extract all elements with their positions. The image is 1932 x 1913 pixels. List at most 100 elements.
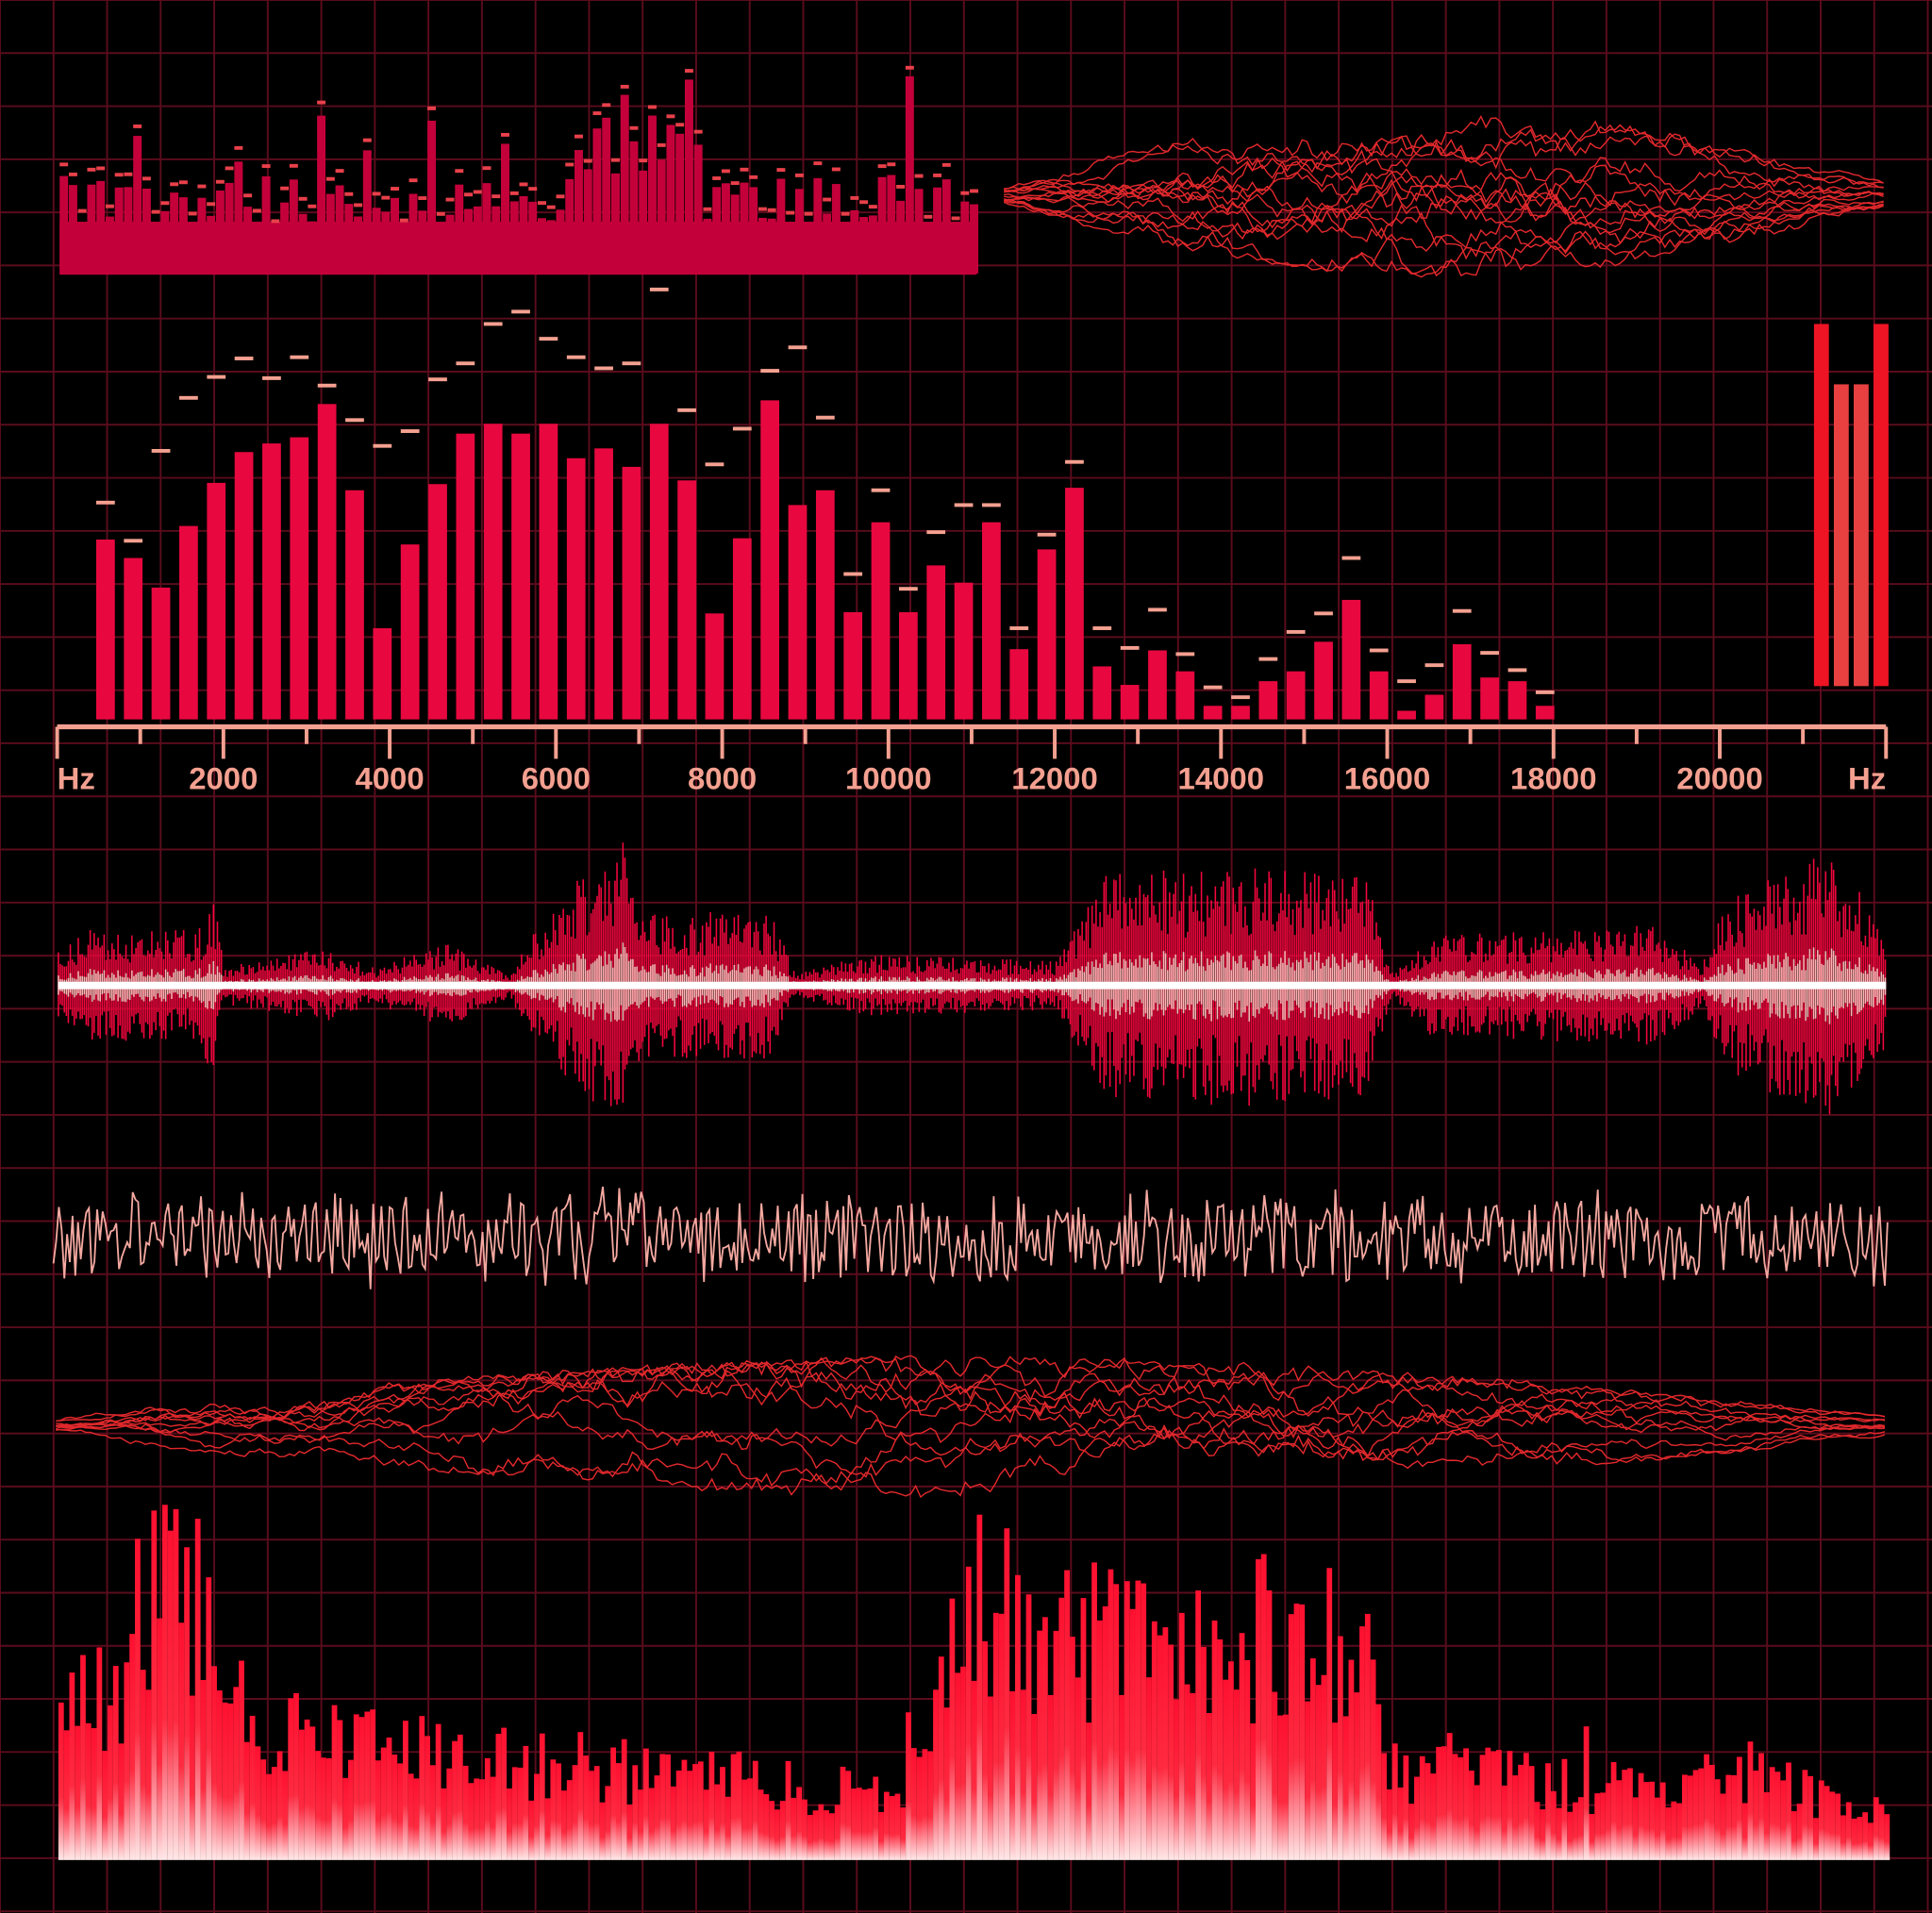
mini-histogram-bar — [786, 225, 795, 274]
mini-histogram-bar — [170, 192, 179, 274]
spectrum-gradient-bar — [309, 1726, 316, 1860]
noise-line — [52, 1186, 1889, 1289]
spectrum-gradient-bar — [1763, 1791, 1770, 1860]
spectrum-gradient-bar — [129, 1634, 136, 1860]
spectrum-gradient-bar — [1272, 1691, 1278, 1860]
mini-histogram-bar — [823, 213, 832, 274]
spectrum-gradient-bar — [194, 1518, 201, 1860]
mini-histogram-peak — [335, 169, 344, 174]
spectrum-gradient-bar — [998, 1613, 1005, 1860]
bar — [1175, 671, 1195, 720]
spectrum-gradient-bar — [828, 1813, 835, 1860]
mini-histogram-bar — [684, 79, 693, 274]
mini-histogram-bar — [354, 216, 363, 274]
mini-histogram-bar — [740, 182, 749, 274]
spectrum-gradient-bar — [69, 1672, 75, 1860]
spectrum-gradient-bar — [1495, 1750, 1502, 1860]
peak-marker — [1286, 629, 1306, 634]
mini-histogram-peak — [749, 175, 758, 179]
spectrum-gradient-bar — [747, 1778, 753, 1860]
spectrum-gradient-bar — [758, 1789, 764, 1860]
mini-histogram-peak — [831, 167, 841, 172]
spectrum-gradient-bar — [1774, 1772, 1781, 1860]
spectrum-gradient-bar — [118, 1743, 125, 1860]
mini-histogram-peak — [317, 100, 326, 105]
mini-histogram-bar — [59, 175, 69, 274]
spectrum-gradient-bar — [949, 1598, 956, 1860]
spectrum-gradient-bar — [321, 1757, 326, 1860]
spectrum-gradient-bar — [266, 1773, 272, 1860]
mini-histogram-bar — [215, 190, 225, 274]
mini-histogram-peak — [813, 161, 823, 166]
mini-histogram-peak — [225, 166, 234, 171]
spectrum-gradient-bar — [752, 1760, 758, 1860]
spectrum-gradient-bar — [589, 1771, 594, 1860]
spectrum-gradient-bar — [124, 1662, 130, 1860]
spectrum-gradient-bar — [1643, 1782, 1650, 1860]
spectrum-gradient-bar — [556, 1763, 562, 1860]
mini-histogram-bar — [868, 215, 877, 274]
spectrum-gradient-bar — [1769, 1767, 1775, 1860]
spectrum-gradient-bar — [145, 1689, 152, 1860]
spectrum-gradient-bar — [807, 1815, 813, 1860]
peak-marker — [1341, 556, 1361, 560]
peak-marker — [290, 355, 309, 359]
spectrum-gradient-bar — [1309, 1658, 1316, 1860]
spectrum-gradient-bar — [1441, 1746, 1447, 1860]
mini-histogram-peak — [298, 196, 308, 201]
mini-histogram-bar — [491, 206, 501, 274]
spectrum-gradient-bar — [293, 1693, 299, 1860]
spectrum-gradient-bar — [457, 1734, 463, 1860]
spectrum-gradient-bar — [697, 1761, 704, 1860]
mini-histogram-peak — [905, 65, 914, 70]
mini-histogram-peak — [556, 194, 565, 199]
spectrum-gradient-bar — [621, 1738, 627, 1860]
bar — [871, 522, 891, 720]
spectrum-gradient-bar — [429, 1765, 436, 1860]
bar — [677, 480, 696, 720]
spectrum-gradient-bar — [474, 1778, 480, 1860]
spectrum-gradient-bar — [1807, 1775, 1814, 1860]
bar — [594, 448, 613, 720]
mini-histogram-bar — [546, 220, 556, 274]
spectrum-gradient-bar — [298, 1729, 305, 1860]
spectrum-gradient-bar — [791, 1797, 797, 1860]
spectrum-gradient-bar — [965, 1566, 972, 1860]
peak-marker — [456, 361, 475, 366]
spectrum-gradient-bar — [1086, 1722, 1092, 1860]
spectrum-gradient-bar — [1069, 1637, 1075, 1860]
mini-histogram-bar — [657, 159, 666, 274]
spectrum-gradient-bar — [1616, 1780, 1623, 1860]
bar — [373, 627, 392, 720]
spectrum-gradient-bar — [1523, 1753, 1529, 1860]
tangled-line — [1004, 190, 1884, 277]
spectrum-gradient-bar — [1190, 1692, 1196, 1860]
decoration — [52, 65, 1890, 1860]
spectrum-gradient-bar — [408, 1773, 414, 1860]
mini-histogram-bar — [712, 187, 722, 274]
spectrum-gradient-bar — [1233, 1689, 1240, 1860]
peak-marker — [1314, 611, 1333, 616]
mini-histogram-peak — [308, 204, 317, 208]
spectrum-gradient-bar — [1545, 1763, 1551, 1860]
spectrum-gradient-bar — [1020, 1689, 1026, 1860]
spectrum-gradient-bar — [720, 1767, 725, 1860]
spectrum-gradient-bar — [342, 1777, 349, 1860]
spectrum-gradient-bar — [1600, 1792, 1606, 1860]
bar — [1258, 681, 1278, 720]
bar — [1148, 650, 1167, 720]
peak-marker — [760, 369, 780, 374]
mini-histogram-bar — [197, 197, 207, 274]
tangled-line — [56, 1390, 1886, 1466]
spectrum-gradient-bar — [544, 1798, 551, 1860]
mini-histogram-peak — [362, 138, 372, 142]
mini-histogram-peak — [509, 191, 519, 195]
spectrum-gradient-bar — [927, 1751, 934, 1860]
x-tick-label: 14000 — [1178, 761, 1265, 796]
mini-histogram-bar — [464, 208, 474, 274]
spectrum-gradient-bar — [933, 1689, 939, 1860]
spectrum-gradient-bar — [1119, 1694, 1124, 1860]
mini-histogram-bar — [68, 185, 77, 274]
spectrum-gradient-bar — [1796, 1804, 1803, 1860]
